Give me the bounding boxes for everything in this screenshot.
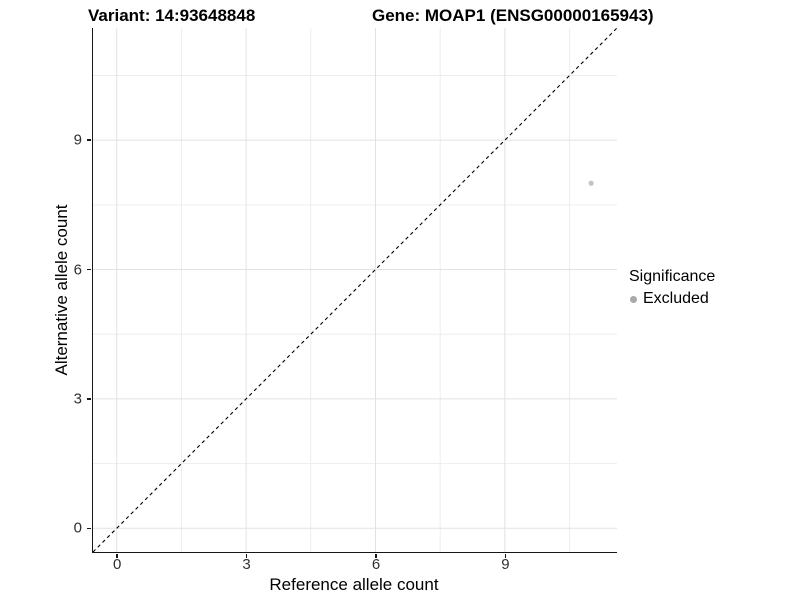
x-tick-mark xyxy=(116,554,118,558)
y-tick-mark xyxy=(87,527,91,530)
plot-panel xyxy=(92,28,617,553)
x-tick-label: 0 xyxy=(113,556,122,573)
legend: Significance Excluded xyxy=(629,268,715,308)
legend-item-label: Excluded xyxy=(643,290,709,307)
legend-point-icon xyxy=(630,295,637,303)
data-point xyxy=(588,180,594,186)
y-tick-mark xyxy=(87,398,91,400)
y-axis-label: Alternative allele count xyxy=(52,204,71,376)
y-tick-mark xyxy=(87,268,91,271)
x-tick-mark xyxy=(245,554,248,558)
x-tick-mark xyxy=(375,554,377,558)
x-axis-label: Reference allele count xyxy=(269,575,439,594)
plot-canvas xyxy=(93,28,617,552)
x-tick-label: 3 xyxy=(242,556,251,573)
legend-title: Significance xyxy=(629,268,716,285)
identity-reference-line xyxy=(93,28,617,552)
legend-item-excluded: Excluded xyxy=(630,290,715,308)
x-tick-label: 6 xyxy=(371,556,381,573)
plot-title-gene: Gene: MOAP1 (ENSG00000165943) xyxy=(372,6,654,25)
x-tick-mark xyxy=(504,554,507,558)
y-tick-label: 3 xyxy=(73,390,82,408)
y-tick-label: 6 xyxy=(73,261,82,278)
plot-title-variant: Variant: 14:93648848 xyxy=(88,6,256,25)
x-tick-label: 9 xyxy=(501,556,510,573)
y-tick-label: 9 xyxy=(73,131,82,149)
y-tick-label: 0 xyxy=(73,519,82,537)
y-tick-mark xyxy=(87,139,91,141)
